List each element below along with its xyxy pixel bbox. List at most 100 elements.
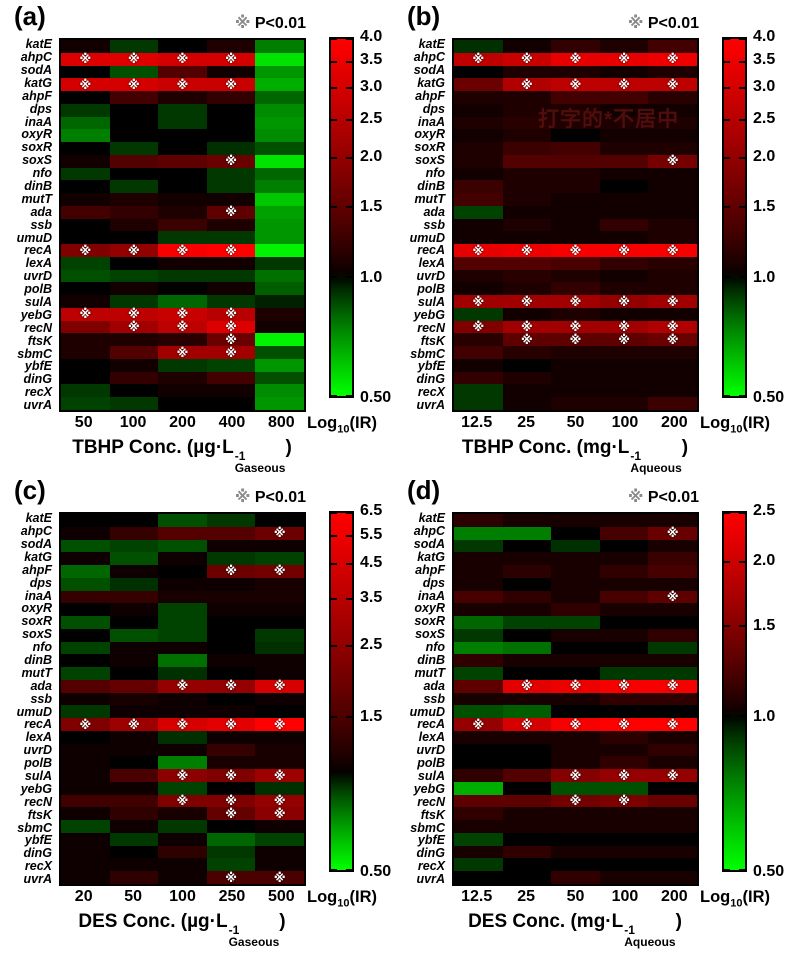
heatmap-cell [255,142,304,155]
colorbar-label-suffix: (IR) [349,888,378,906]
heatmap-cell [551,616,600,629]
gene-label: katG [24,549,52,564]
heatmap-cell [599,384,649,398]
significance-text: P<0.01 [647,489,699,506]
heatmap-cell: ※ [648,679,697,693]
heatmap-cell [255,231,304,245]
colorbar-tick [346,535,352,538]
significance-marker-icon: ※ [225,332,237,347]
significance-marker-icon: ※ [79,243,92,258]
colorbar [722,511,747,872]
heatmap-cell: ※ [454,718,503,731]
colorbar-tick [739,512,745,514]
significance-note: ※ P<0.01 [59,13,306,33]
heatmap-cell [206,730,256,744]
heatmap-cell [109,590,159,604]
heatmap-cell [255,78,304,92]
heatmap-cell [109,539,159,553]
gene-label: soxR [414,140,445,155]
heatmap-cell [158,103,207,117]
colorbar-tick-label: 4.5 [360,553,383,571]
heatmap-cell [61,116,110,130]
heatmap-cell: ※ [206,332,256,347]
colorbar-tick-label: 6.5 [360,502,383,519]
heatmap-cell [502,565,552,578]
gene-label: ada [423,678,445,693]
significance-marker-icon: ※ [79,52,92,67]
colorbar-tick [724,118,730,121]
significance-marker-icon: ※ [618,717,630,732]
heatmap-cell [206,603,256,617]
heatmap-cell [599,641,649,655]
heatmap-cell [206,282,256,296]
gene-label: uvrD [416,743,445,758]
heatmap-cell [599,129,649,143]
heatmap-cell [502,641,552,655]
heatmap-plot: ※ ※ ※ ※ ※ ※ ※ ※ ※ ※ ※ ※ ※ ※ ※ ※ ※ ※ ※ ※ ※ [59,512,306,886]
colorbar-tick-label: 1.5 [753,616,776,634]
colorbar-label: Log10(IR) [307,414,377,435]
heatmap-cell [599,552,649,566]
x-axis-title: DES Conc. (µg·L -1 Gaseous) [7,911,357,948]
gene-label: dinG [23,372,52,387]
heatmap-cell [61,320,110,334]
heatmap-cell [158,397,207,410]
heatmap-cell: ※ [109,718,159,731]
heatmap-cell [648,269,697,283]
heatmap-cell [599,526,649,540]
colorbar-tick [739,157,745,159]
colorbar-tick-labels: 2.5 2.0 1.5 1.0 0.50 [753,502,799,880]
heatmap-cell [206,103,256,117]
heatmap-cell [206,167,256,181]
heatmap-cell: ※ [551,78,600,92]
heatmap-cell [502,820,552,833]
colorbar-tick [346,644,352,647]
watermark-text: 打字的*不居中 [538,108,680,131]
heatmap-cell [454,820,503,833]
heatmap-cell [158,193,207,206]
heatmap-cell [551,154,600,168]
heatmap-cell [454,603,503,617]
heatmap-cell [599,231,649,245]
significance-marker-icon: ※ [472,320,485,335]
heatmap-cell [158,871,207,884]
axis-title-sup: -1 [630,449,642,463]
heatmap-cell [206,552,256,566]
heatmap-cell [454,667,503,680]
axis-title-prefix: TBHP Conc. (µg·L [72,437,234,458]
significance-marker-icon: ※ [472,294,485,309]
heatmap-cell [648,539,697,553]
heatmap-cell [551,205,600,219]
heatmap-cell: ※ [599,717,649,732]
gene-label: recA [417,243,445,258]
heatmap-cell [206,40,256,53]
heatmap-cell [454,269,503,283]
heatmap-cell [502,577,552,591]
heatmap-cell: ※ [551,794,600,808]
heatmap-cell [206,616,256,629]
heatmap-cell [599,692,649,706]
heatmap-cell [648,616,697,629]
heatmap-cell [158,539,207,553]
heatmap-cell [206,256,256,270]
heatmap-cell [158,577,207,591]
heatmap-cell [255,692,304,706]
gene-label: soxS [22,627,52,642]
colorbar-tick [346,512,352,514]
heatmap-cell [158,730,207,744]
heatmap-cell [109,218,159,232]
heatmap-cell [599,269,649,283]
gene-label: katG [417,75,445,90]
axis-title-suffix: ) [681,437,689,458]
x-tick-label: 50 [566,414,585,431]
heatmap-cell [454,654,503,668]
heatmap-cell [454,358,503,372]
heatmap-cell [551,845,600,859]
heatmap-cell: ※ [255,769,304,782]
heatmap-cell [109,679,159,693]
heatmap-cell [206,116,256,130]
gene-label: ahpC [20,50,52,65]
gene-label: sodA [20,536,52,551]
heatmap-cell [109,845,159,859]
heatmap-cell [599,858,649,872]
